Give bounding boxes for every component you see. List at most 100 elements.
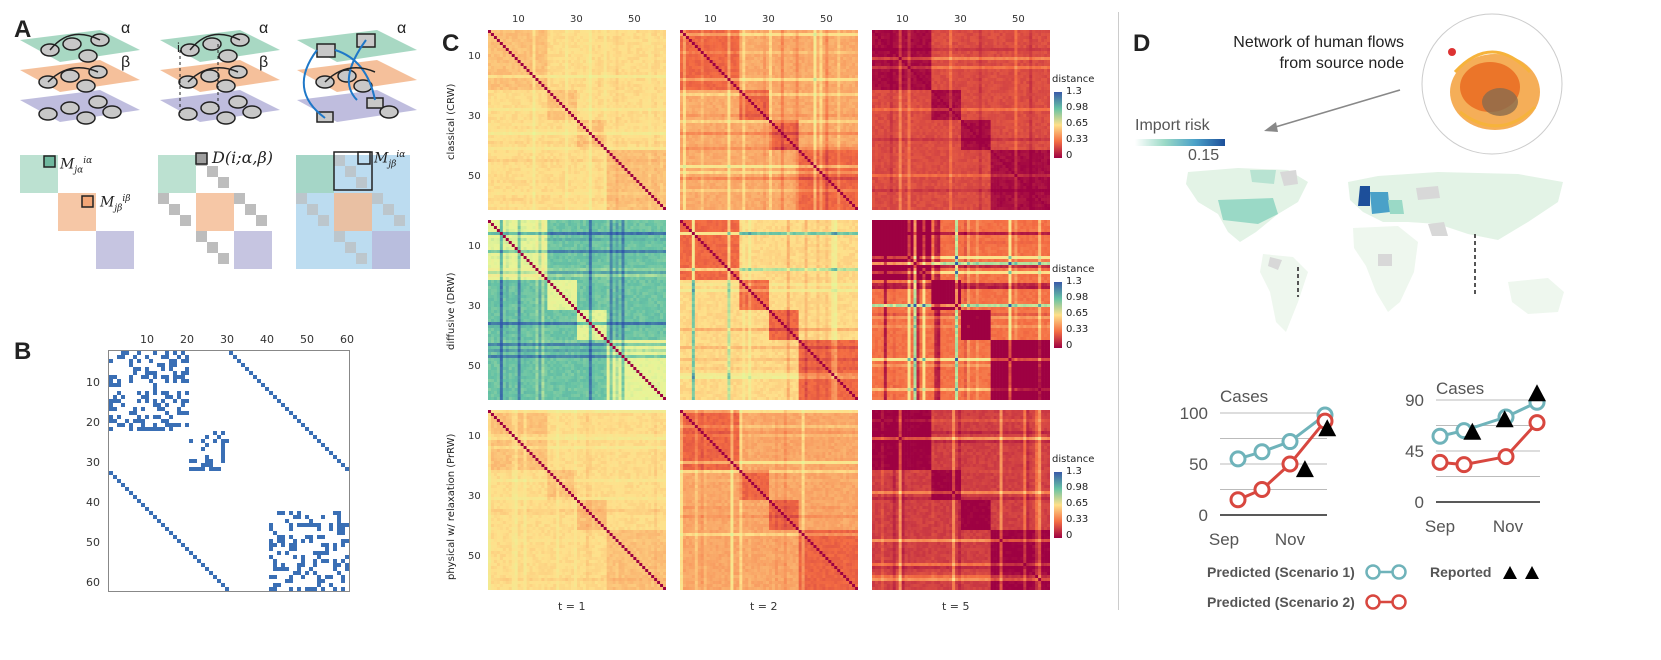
heatmap-cell [499, 159, 504, 163]
heatmap-cell [526, 39, 530, 43]
heatmap-cell [645, 189, 649, 193]
heatmap-cell [639, 36, 643, 40]
heatmap-cell [532, 105, 536, 109]
heatmap-cell [606, 81, 610, 85]
heatmap-cell [627, 192, 631, 196]
heatmap-cell [813, 36, 817, 40]
heatmap-cell [556, 111, 560, 115]
heatmap-cell [627, 138, 631, 142]
heatmap-cell [633, 183, 637, 187]
heatmap-cell [488, 87, 492, 91]
heatmap-cell [496, 162, 501, 166]
heatmap-cell [600, 30, 604, 34]
heatmap-cell [514, 105, 518, 109]
heatmap-cell [520, 165, 524, 169]
heatmap-cell [748, 33, 752, 37]
heatmap-cell [630, 78, 634, 82]
heatmap-cell [645, 120, 649, 124]
heatmap-cell [780, 36, 785, 40]
heatmap-cell [819, 72, 823, 76]
heatmap-cell [514, 207, 518, 210]
heatmap-cell [523, 204, 527, 208]
heatmap-cell [577, 111, 581, 115]
heatmap-cell [579, 45, 584, 49]
heatmap-cell [529, 159, 533, 163]
heatmap-cell [496, 87, 501, 91]
heatmap-cell [594, 174, 599, 178]
heatmap-cell [594, 153, 599, 157]
matrix-entry [297, 587, 301, 591]
heatmap-cell [490, 120, 495, 124]
heatmap-cell [577, 78, 581, 82]
heatmap-cell [642, 189, 646, 193]
heatmap-cell [553, 87, 557, 91]
heatmap-cell [535, 123, 539, 127]
heatmap-cell [654, 186, 658, 190]
layer-stack-2 [160, 30, 280, 125]
matrix-entry [249, 371, 253, 375]
heatmap-cell [840, 54, 844, 58]
heatmap-cell [505, 129, 510, 133]
heatmap-cell [505, 45, 510, 49]
heatmap-cell [609, 93, 613, 97]
heatmap-cell [648, 156, 652, 160]
heatmap-cell [603, 78, 607, 82]
matrix-entry [337, 571, 341, 575]
heatmap-cell [514, 87, 518, 91]
heatmap-cell [642, 78, 646, 82]
heatmap-cell [612, 144, 616, 148]
heatmap-cell [511, 54, 515, 58]
heatmap-cell [600, 54, 604, 58]
heatmap-cell [609, 105, 613, 109]
heatmap-cell [585, 39, 590, 43]
heatmap-cell [585, 180, 590, 184]
matrix-entry [293, 543, 297, 547]
heatmap-cell [550, 186, 554, 190]
heatmap-cell [526, 123, 530, 127]
heatmap-cell [609, 141, 613, 145]
heatmap-cell [562, 132, 566, 136]
heatmap-cell [535, 165, 539, 169]
heatmap-cell [526, 36, 530, 40]
heatmap-cell [535, 57, 539, 61]
heatmap-cell [588, 141, 593, 145]
heatmap-cell [603, 39, 607, 43]
matrix-entry [269, 539, 273, 543]
heatmap-cell [562, 72, 566, 76]
heatmap-cell [496, 99, 501, 103]
heatmap-cell [594, 72, 599, 76]
heatmap-cell [526, 33, 530, 37]
heatmap-cell [630, 84, 634, 88]
heatmap-cell [648, 93, 652, 97]
heatmap-cell [532, 114, 536, 118]
heatmap-cell [597, 138, 602, 142]
heatmap-cell [754, 57, 758, 61]
heatmap-cell [577, 117, 581, 121]
heatmap-cell [499, 114, 504, 118]
heatmap-cell [511, 156, 515, 160]
heatmap-cell [514, 117, 518, 121]
matrix-entry [125, 487, 129, 491]
heatmap-cell [490, 156, 495, 160]
heatmap-cell [579, 105, 584, 109]
heatmap-cell [636, 159, 640, 163]
heatmap-cell [639, 96, 643, 100]
heatmap-cell [520, 150, 524, 154]
heatmap-cell [514, 42, 518, 46]
heatmap-cell [514, 192, 518, 196]
heatmap-cell [621, 120, 625, 124]
heatmap-cell [645, 108, 649, 112]
heatmap-cell [505, 171, 510, 175]
heatmap-cell [588, 72, 593, 76]
heatmap-cell [621, 180, 625, 184]
heatmap-cell [556, 180, 560, 184]
matrix-entry [221, 443, 225, 447]
heatmap-cell [852, 51, 856, 55]
heatmap-cell [529, 189, 533, 193]
heatmap-cell [588, 126, 593, 130]
heatmap-cell [642, 60, 646, 64]
heatmap-cell [703, 72, 707, 76]
heatmap-cell [654, 135, 658, 139]
heatmap-cell [520, 204, 524, 208]
heatmap-cell [810, 69, 814, 73]
